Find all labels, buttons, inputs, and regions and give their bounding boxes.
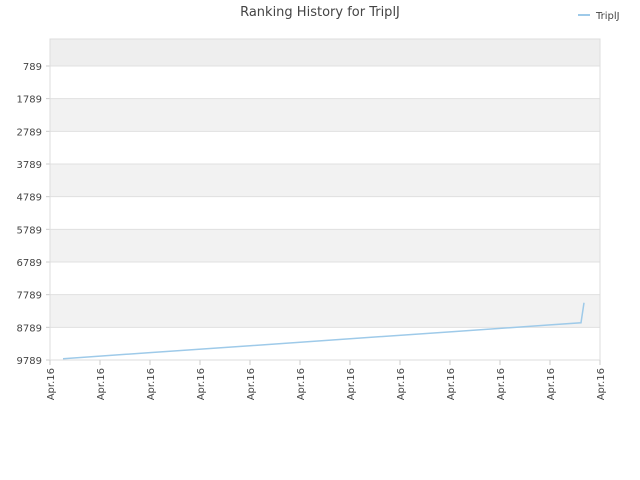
y-tick-label: 5789 <box>17 225 42 236</box>
grid-band <box>50 294 600 328</box>
grid-band <box>50 131 600 164</box>
x-tick-label: Apr.16 <box>596 368 607 400</box>
y-tick-label: 3789 <box>17 160 42 171</box>
x-tick-label: Apr.16 <box>196 368 207 400</box>
grid-band <box>50 39 600 66</box>
legend-label: TriplJ <box>595 11 620 22</box>
y-tick-label: 7789 <box>17 291 42 302</box>
grid-band <box>50 98 600 132</box>
x-tick-label: Apr.16 <box>246 368 257 400</box>
y-tick-label: 4789 <box>17 193 42 204</box>
x-tick-label: Apr.16 <box>46 368 57 400</box>
chart-title: Ranking History for TriplJ <box>240 5 400 20</box>
y-tick-label: 789 <box>23 62 42 73</box>
grid-band <box>50 196 600 230</box>
x-tick-label: Apr.16 <box>146 368 157 400</box>
x-tick-label: Apr.16 <box>96 368 107 400</box>
grid-band <box>50 327 600 360</box>
y-tick-label: 9789 <box>17 356 42 367</box>
grid-band <box>50 261 600 295</box>
grid-band <box>50 229 600 262</box>
plot-border <box>49 38 601 361</box>
grid-band <box>50 163 600 197</box>
line-series <box>62 302 585 360</box>
y-tick-label: 6789 <box>17 258 42 269</box>
x-tick-label: Apr.16 <box>496 368 507 400</box>
y-tick-label: 1789 <box>17 95 42 106</box>
x-tick-label: Apr.16 <box>346 368 357 400</box>
grid-band <box>50 65 600 99</box>
x-tick-label: Apr.16 <box>546 368 557 400</box>
x-tick-label: Apr.16 <box>396 368 407 400</box>
x-tick-label: Apr.16 <box>296 368 307 400</box>
y-tick-label: 2789 <box>17 127 42 138</box>
x-tick-label: Apr.16 <box>446 368 457 400</box>
y-tick-label: 8789 <box>17 323 42 334</box>
